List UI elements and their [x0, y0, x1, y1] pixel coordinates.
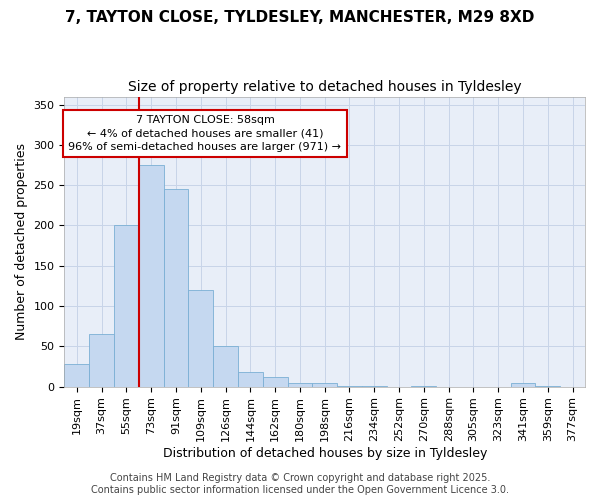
Bar [213, 346, 238, 387]
Text: 7, TAYTON CLOSE, TYLDESLEY, MANCHESTER, M29 8XD: 7, TAYTON CLOSE, TYLDESLEY, MANCHESTER, … [65, 10, 535, 25]
Bar [313, 382, 337, 386]
Bar [139, 165, 164, 386]
Bar [511, 384, 535, 386]
Text: 7 TAYTON CLOSE: 58sqm
← 4% of detached houses are smaller (41)
96% of semi-detac: 7 TAYTON CLOSE: 58sqm ← 4% of detached h… [68, 116, 341, 152]
Title: Size of property relative to detached houses in Tyldesley: Size of property relative to detached ho… [128, 80, 521, 94]
X-axis label: Distribution of detached houses by size in Tyldesley: Distribution of detached houses by size … [163, 447, 487, 460]
Bar [164, 189, 188, 386]
Bar [188, 290, 213, 386]
Bar [114, 226, 139, 386]
Text: Contains HM Land Registry data © Crown copyright and database right 2025.
Contai: Contains HM Land Registry data © Crown c… [91, 474, 509, 495]
Bar [263, 377, 287, 386]
Bar [287, 382, 313, 386]
Bar [64, 364, 89, 386]
Bar [238, 372, 263, 386]
Bar [89, 334, 114, 386]
Y-axis label: Number of detached properties: Number of detached properties [15, 143, 28, 340]
